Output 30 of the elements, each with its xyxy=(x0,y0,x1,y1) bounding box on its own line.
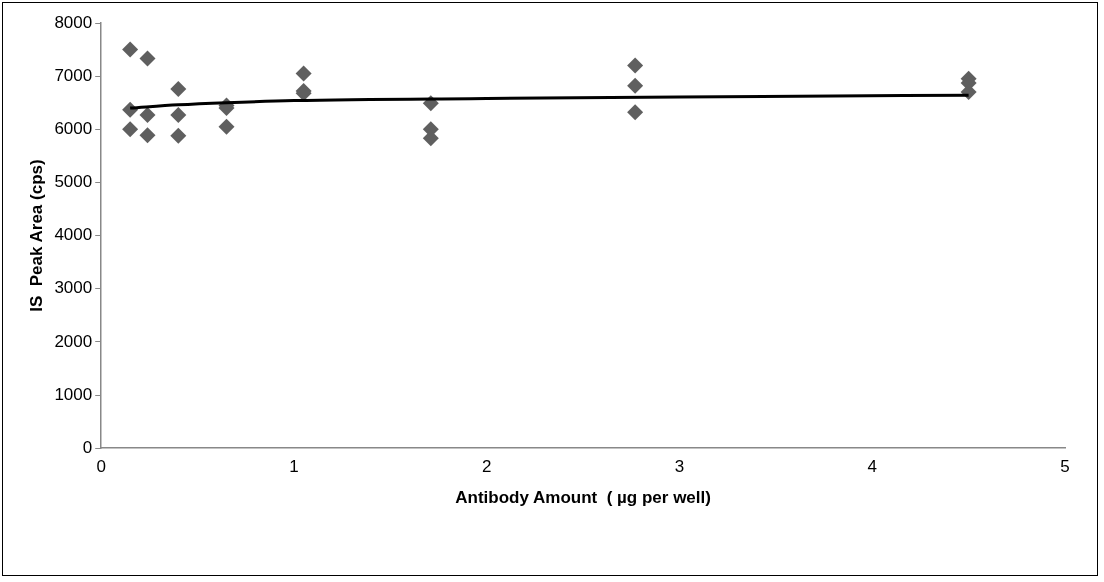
x-tick-label: 2 xyxy=(482,457,492,477)
point xyxy=(170,127,187,144)
point xyxy=(122,41,139,58)
point xyxy=(170,80,187,97)
point xyxy=(139,50,156,67)
x-tick-label: 4 xyxy=(867,457,877,477)
x-tick-label: 0 xyxy=(96,457,106,477)
y-tick-label: 4000 xyxy=(54,225,93,245)
point xyxy=(122,121,139,138)
point xyxy=(139,127,156,144)
point xyxy=(627,77,644,94)
x-axis-title: Antibody Amount ( µg per well) xyxy=(455,488,711,508)
y-tick-label: 6000 xyxy=(54,118,93,138)
y-tick-label: 1000 xyxy=(54,384,93,404)
point xyxy=(295,65,312,82)
point xyxy=(627,57,644,74)
y-axis-title: IS Peak Area (cps) xyxy=(26,159,46,312)
x-tick-label: 1 xyxy=(289,457,299,477)
point xyxy=(170,106,187,123)
x-tick-label: 5 xyxy=(1060,457,1070,477)
y-tick-label: 7000 xyxy=(54,65,93,85)
point xyxy=(627,104,644,121)
point xyxy=(218,118,235,135)
y-tick-label: 5000 xyxy=(54,172,93,192)
y-tick-label: 0 xyxy=(82,437,93,457)
x-tick-label: 3 xyxy=(674,457,685,477)
y-tick-label: 3000 xyxy=(54,278,93,298)
y-tick-label: 2000 xyxy=(54,331,93,351)
point xyxy=(139,106,156,123)
y-tick-label: 8000 xyxy=(54,12,93,32)
